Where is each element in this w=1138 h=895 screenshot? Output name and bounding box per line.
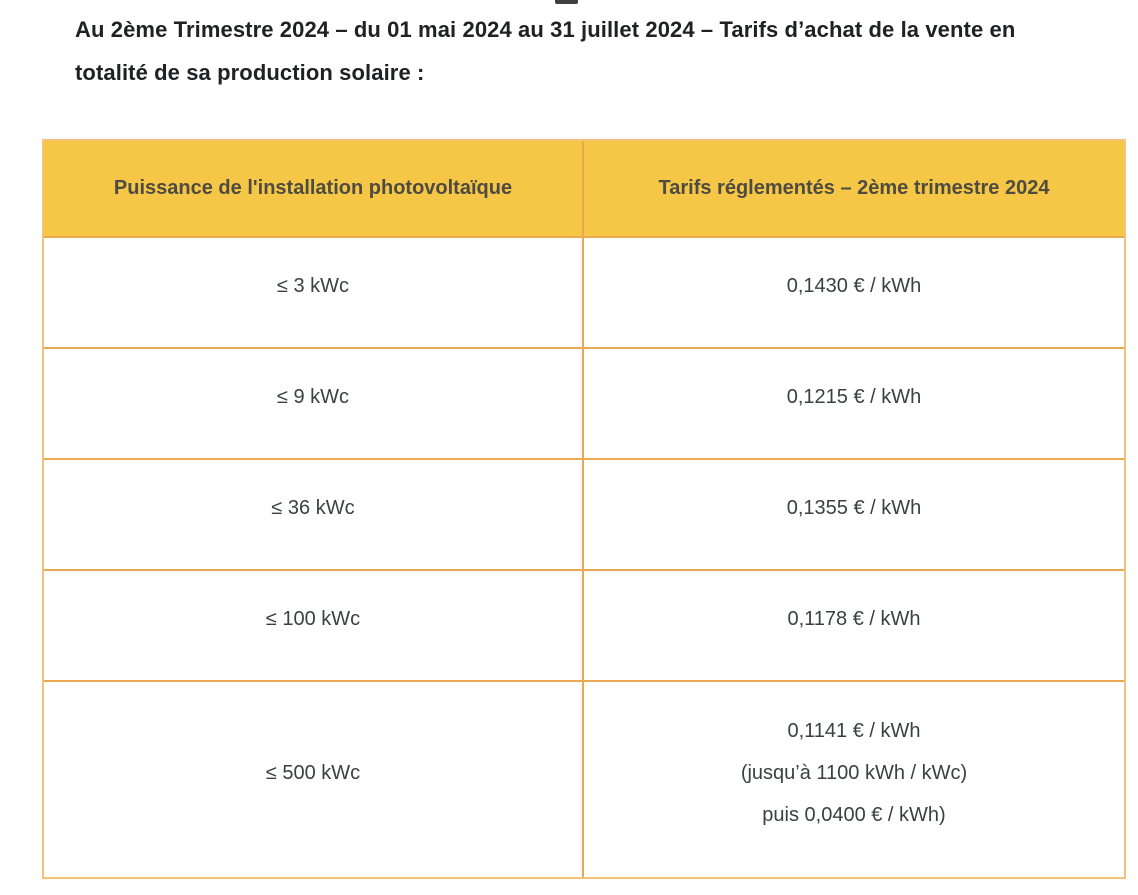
power-cell: ≤ 100 kWc (44, 571, 584, 680)
tariff-cell: 0,1178 € / kWh (787, 607, 921, 630)
tariff-line: (jusqu’à 1100 kWh / kWc) (740, 761, 968, 784)
tariff-cell: 0,1141 € / kWh (jusqu’à 1100 kWh / kWc) … (584, 682, 1124, 877)
table-row: ≤ 100 kWc 0,1178 € / kWh (44, 569, 1124, 680)
cropped-element-fragment (555, 0, 578, 4)
table-row: ≤ 3 kWc 0,1430 € / kWh (44, 236, 1124, 347)
page-title: Au 2ème Trimestre 2024 – du 01 mai 2024 … (75, 17, 1016, 85)
table-row: ≤ 9 kWc 0,1215 € / kWh (44, 347, 1124, 458)
table-header-row: Puissance de l'installation photovoltaïq… (44, 141, 1124, 236)
column-header-power: Puissance de l'installation photovoltaïq… (44, 141, 584, 236)
table-row: ≤ 36 kWc 0,1355 € / kWh (44, 458, 1124, 569)
tariff-cell: 0,1215 € / kWh (786, 385, 922, 408)
power-cell: ≤ 3 kWc (44, 238, 584, 347)
tariff-table: Puissance de l'installation photovoltaïq… (42, 139, 1126, 879)
tariff-cell: 0,1430 € / kWh (786, 274, 922, 297)
power-cell: ≤ 36 kWc (44, 460, 584, 569)
power-cell: ≤ 9 kWc (44, 349, 584, 458)
tariff-cell: 0,1355 € / kWh (786, 496, 922, 519)
tariff-line: 0,1141 € / kWh (787, 719, 921, 742)
tariff-line: puis 0,0400 € / kWh) (762, 803, 946, 826)
power-cell: ≤ 500 kWc (44, 682, 584, 877)
table-row: ≤ 500 kWc 0,1141 € / kWh (jusqu’à 1100 k… (44, 680, 1124, 877)
column-header-tariff: Tarifs réglementés – 2ème trimestre 2024 (584, 141, 1124, 236)
